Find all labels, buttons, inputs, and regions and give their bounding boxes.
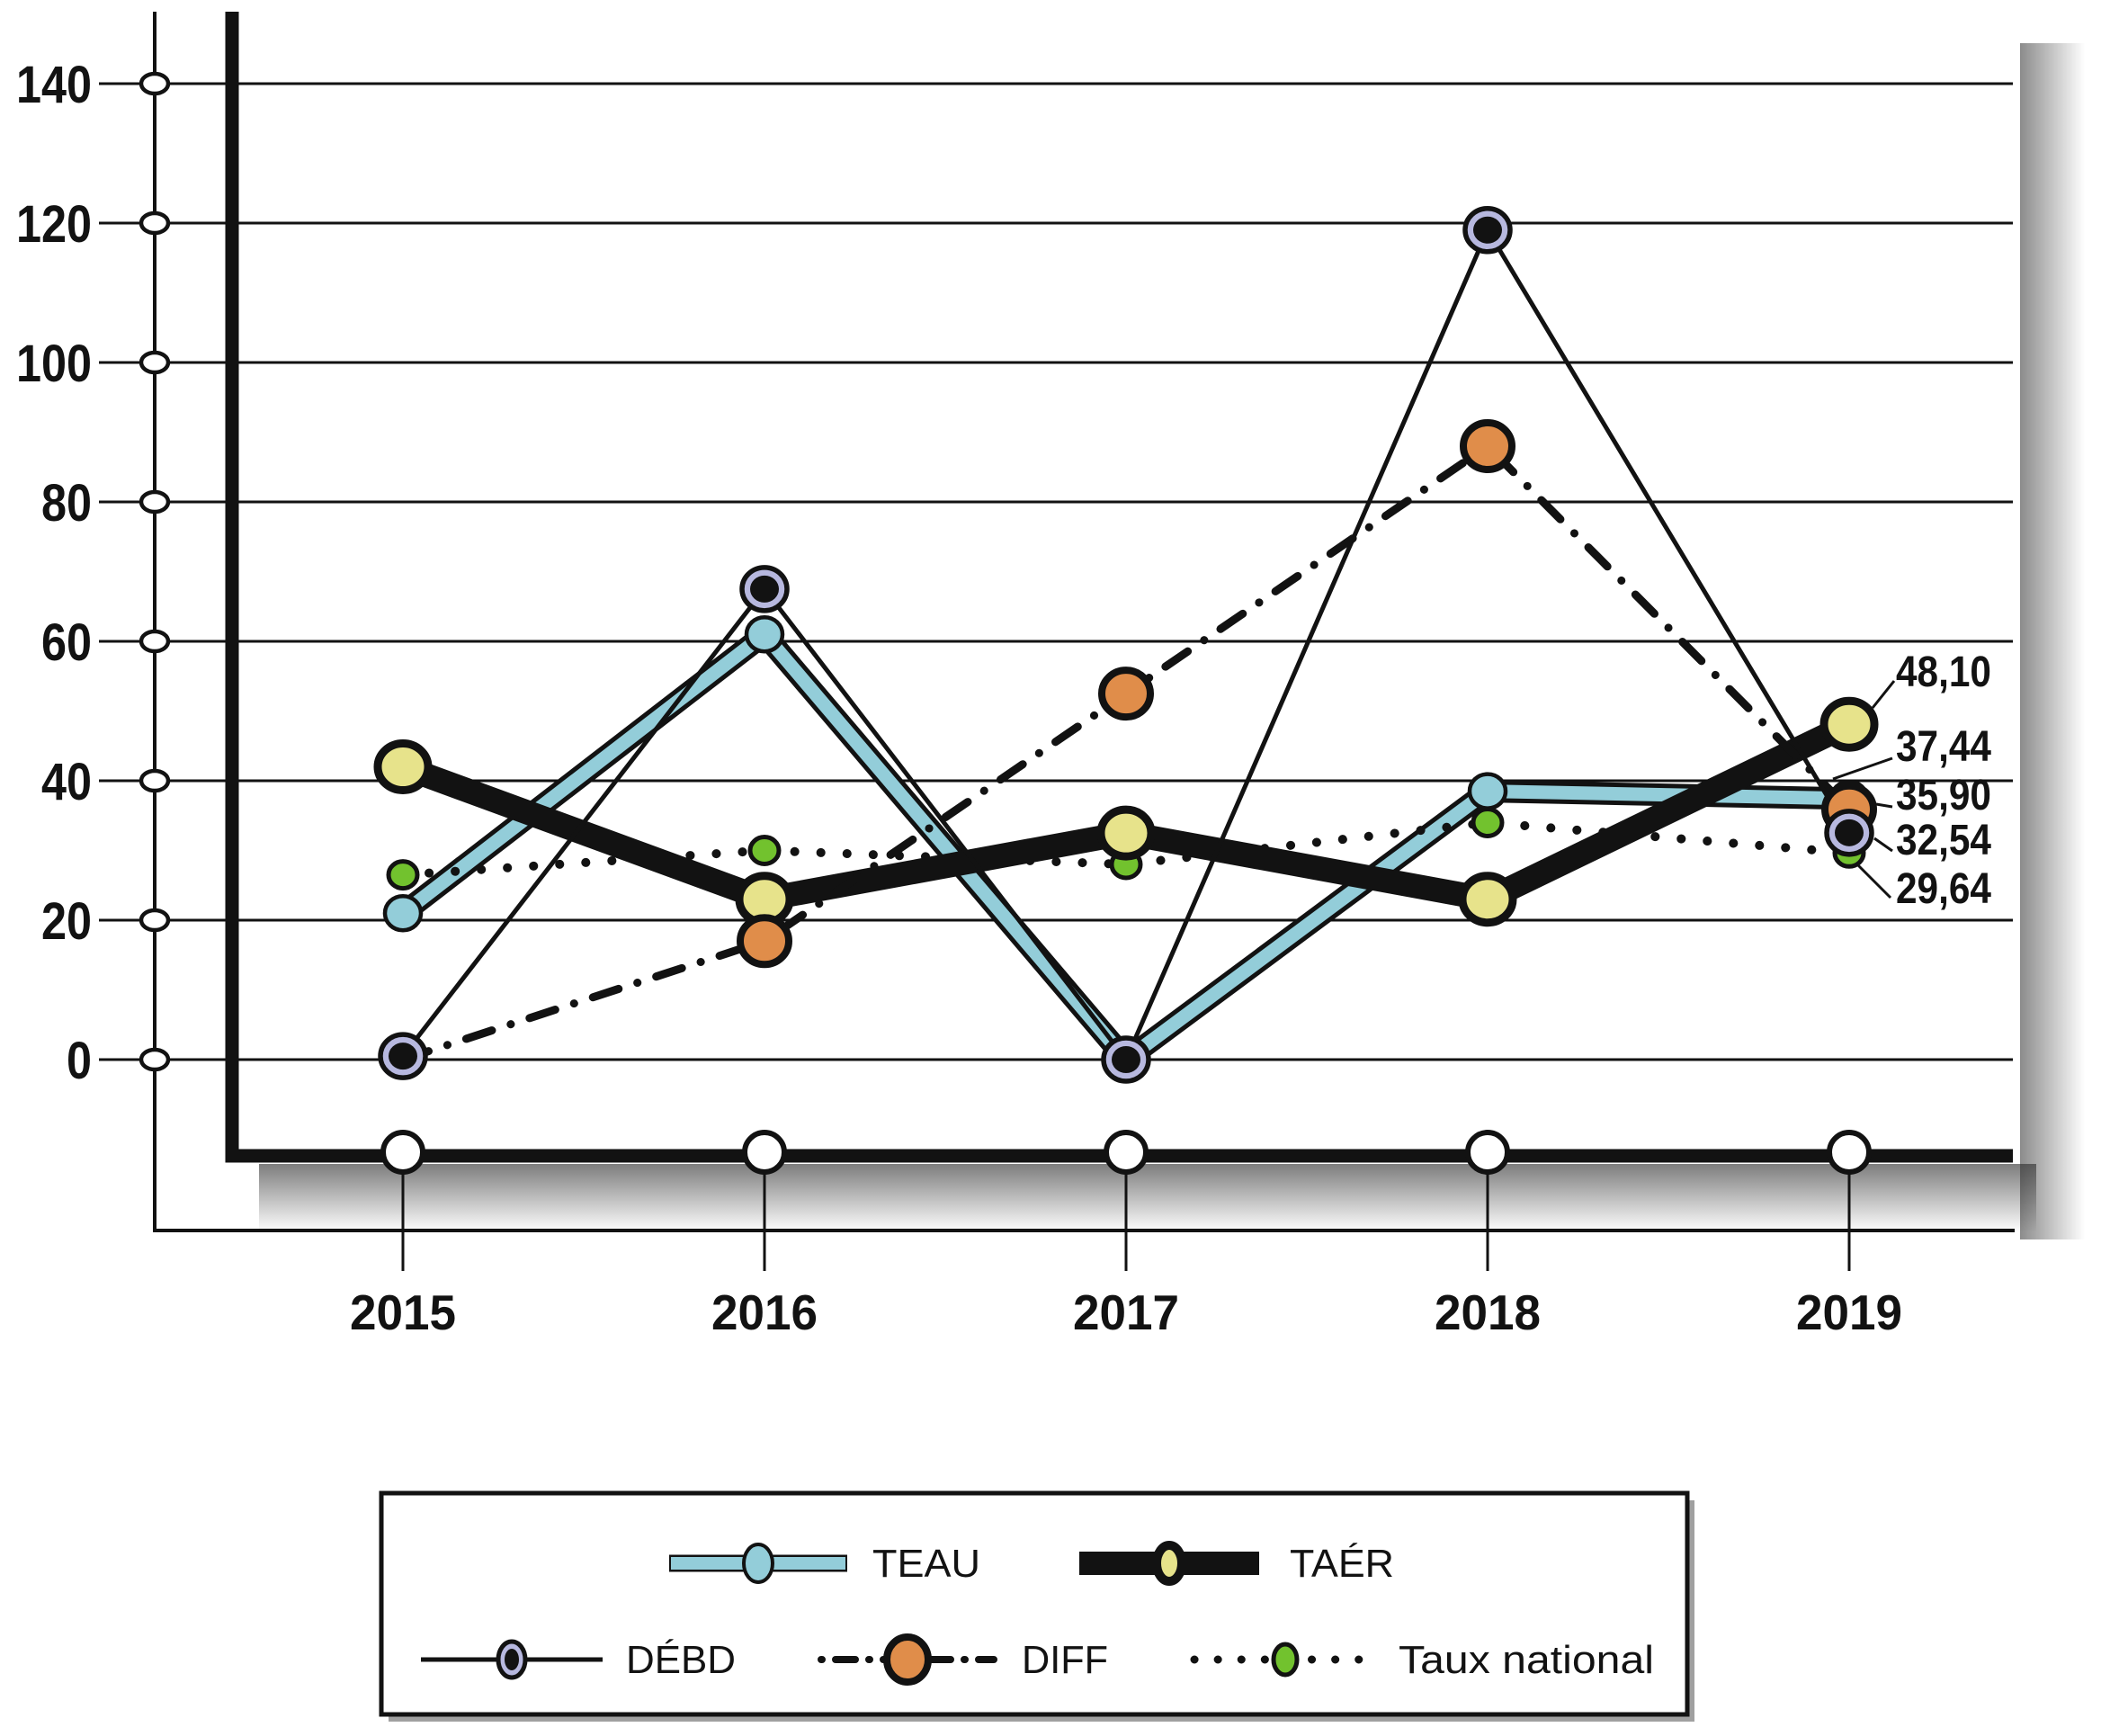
end-label-TAÉR: 48,10 [1896,649,1991,696]
y-axis-bead-120 [139,210,171,236]
legend-item-DÉBD: DÉBD [421,1638,736,1682]
y-tick-label-20: 20 [41,892,92,951]
legend-marker [1152,1541,1186,1586]
y-axis-bead-100 [139,350,171,375]
y-axis-bead-60 [139,629,171,654]
x-axis-bead-2019 [1827,1130,1872,1175]
x-axis: 2015 2016 2017 2018 2019 [350,1130,1902,1340]
y-axis-bead-20 [139,908,171,933]
gridlines [99,82,2013,1061]
x-tick-label-2019: 2019 [1796,1284,1902,1340]
y-tick-label-140: 140 [16,56,92,114]
line-DÉBD [401,228,1852,1062]
y-tick-label-40: 40 [41,753,92,811]
leader-line-3 [1873,837,1893,853]
legend-label-DIFF: DIFF [1022,1638,1108,1682]
axis-frame [225,12,2013,1163]
y-axis-bead-140 [139,71,171,96]
marker-TAÉR-2019 [1819,696,1879,752]
marker-TAÉR-2015 [373,739,433,794]
end-label-DIFF: 35,90 [1896,772,1991,819]
plot-shadow-bottom [259,1164,2036,1232]
y-tick-label-60: 60 [41,613,92,672]
marker-DIFF-2016 [737,914,792,969]
y-axis-bead-40 [139,768,171,793]
y-axis-bead-0 [139,1047,171,1072]
legend-item-Taux national: Taux national [1190,1638,1654,1682]
marker-core-DÉBD-2018 [1473,216,1502,244]
legend-box [379,1490,1690,1717]
marker-core-DÉBD-2016 [750,575,779,603]
legend-item-TEAU: TEAU [669,1542,980,1586]
legend-item-TAÉR: TAÉR [1079,1541,1394,1586]
series-markers [373,206,1879,1084]
leader-line-2 [1875,802,1893,809]
marker-TEAU-2016 [744,615,785,654]
callout-leaders [1832,680,1896,899]
legend-item-DIFF: DIFF [818,1633,1108,1686]
marker-TAÉR-2018 [1458,872,1517,927]
marker-core-DÉBD-2017 [1112,1046,1140,1073]
legend-label-Taux national: Taux national [1399,1638,1654,1682]
x-tick-label-2018: 2018 [1435,1284,1541,1340]
legend: TEAU TAÉR DÉBD DIFF Taux national [379,1490,1694,1722]
marker-core-DÉBD-2019 [1835,819,1864,846]
x-axis-bead-2017 [1104,1130,1149,1175]
x-axis-bead-2018 [1465,1130,1510,1175]
marker-core-DÉBD-2015 [389,1042,417,1070]
y-tick-label-80: 80 [41,474,92,532]
legend-label-TEAU: TEAU [872,1542,980,1586]
legend-marker [883,1633,932,1686]
marker-Taux national-2016 [747,835,782,866]
leader-line-1 [1832,756,1893,781]
x-axis-bead-2016 [742,1130,787,1175]
series-lines [396,228,1855,1071]
y-axis-bead-80 [139,489,171,515]
legend-label-DÉBD: DÉBD [626,1638,736,1682]
leader-line-0 [1871,680,1896,709]
marker-DIFF-2018 [1460,419,1515,473]
end-label-TEAU: 37,44 [1896,723,1991,771]
plot-shadow-right [2020,43,2085,1239]
marker-Taux national-2015 [386,859,420,891]
legend-marker [1271,1642,1300,1678]
x-axis-bead-2015 [380,1130,425,1175]
legend-label-TAÉR: TAÉR [1290,1542,1394,1586]
marker-TAÉR-2017 [1096,805,1156,861]
marker-DIFF-2017 [1098,667,1154,721]
y-axis-labels: 140 120 100 80 60 40 20 0 [16,56,92,1090]
end-label-DÉBD: 32,54 [1896,817,1991,864]
x-tick-label-2016: 2016 [711,1284,818,1340]
leader-line-4 [1856,864,1892,899]
x-tick-label-2017: 2017 [1073,1284,1179,1340]
x-tick-label-2015: 2015 [350,1284,456,1340]
y-tick-label-100: 100 [16,335,92,393]
marker-Taux national-2018 [1471,807,1505,838]
marker-TEAU-2015 [382,894,424,933]
y-axis-beads [139,71,171,1072]
legend-marker-core [505,1649,519,1670]
marker-TEAU-2018 [1467,772,1508,810]
y-tick-label-120: 120 [16,195,92,254]
legend-marker [742,1543,774,1584]
y-tick-label-0: 0 [67,1032,92,1090]
end-label-Taux national: 29,64 [1896,865,1991,913]
